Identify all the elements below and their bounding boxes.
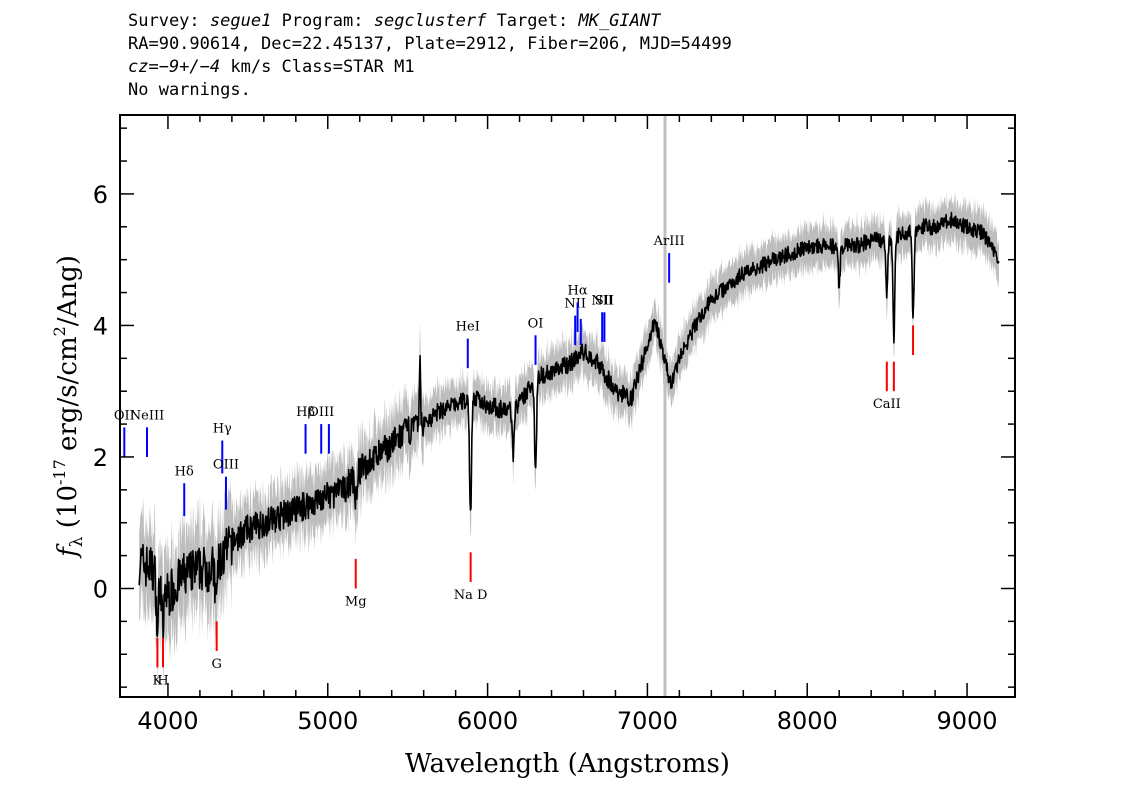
y-tick-label: 4 xyxy=(93,312,108,340)
absorption-line-label: Na D xyxy=(454,588,488,603)
emission-line-label: HeI xyxy=(456,320,480,335)
error-band-area xyxy=(139,190,999,697)
program-label: Program: xyxy=(281,11,364,31)
emission-line-label: Hγ xyxy=(213,422,232,437)
header-line-redshift: cz=−9+/−4 km/s Class=STAR M1 xyxy=(128,56,732,79)
y-tick-label: 2 xyxy=(93,444,108,472)
axes: 4000 5000 6000 7000 8000 9000 0 2 4 6 xyxy=(93,114,1016,735)
emission-line-label: NeIII xyxy=(130,408,164,423)
emission-line-label: ArIII xyxy=(653,234,685,249)
flux-series xyxy=(138,211,1000,646)
error-band xyxy=(139,190,999,697)
x-tick-label: 5000 xyxy=(297,707,358,735)
x-tick-label: 6000 xyxy=(457,707,518,735)
emission-line-label: OIII xyxy=(213,458,239,473)
emission-line-label: SII xyxy=(595,293,614,308)
emission-line-label: OIII xyxy=(308,405,334,420)
y-axis-title: fλ (10-17 erg/s/cm2/Ang) xyxy=(50,255,87,559)
absorption-line-label: H xyxy=(157,673,168,688)
emission-line-label: OI xyxy=(528,316,544,331)
cz-value: cz=−9+/−4 xyxy=(128,57,221,77)
survey-label: Survey: xyxy=(128,11,200,31)
target-value: MK_GIANT xyxy=(578,11,661,31)
header-line-coordinates: RA=90.90614, Dec=22.45137, Plate=2912, F… xyxy=(128,34,732,54)
emission-line-label: Hδ xyxy=(175,464,194,479)
y-tick-label: 0 xyxy=(93,575,108,603)
program-value: segclusterf xyxy=(373,11,487,31)
x-tick-label: 9000 xyxy=(937,707,998,735)
emission-line-label: NII xyxy=(564,297,586,312)
absorption-line-label: G xyxy=(211,657,221,672)
emission-line-label: Hβ xyxy=(296,405,315,420)
x-tick-label: 8000 xyxy=(777,707,838,735)
absorption-line-label: K xyxy=(153,673,163,688)
target-label: Target: xyxy=(496,11,569,31)
survey-value: segue1 xyxy=(209,11,272,31)
absorption-line-label: Mg xyxy=(345,594,367,609)
y-tick-label: 6 xyxy=(93,181,108,209)
emission-line-label: Hα xyxy=(568,283,588,298)
x-tick-label: 7000 xyxy=(617,707,678,735)
flux-line xyxy=(138,211,1000,646)
absorption-line-label: CaII xyxy=(873,397,901,412)
plot-frame xyxy=(119,114,1016,698)
class-text: km/s Class=STAR M1 xyxy=(220,57,415,77)
x-axis-title: Wavelength (Angstroms) xyxy=(405,749,730,779)
x-tick-label: 4000 xyxy=(137,707,198,735)
header-line-warnings: No warnings. xyxy=(128,80,251,100)
header-line-survey: Survey: segue1 Program: segclusterf Targ… xyxy=(128,10,732,33)
spectrum-header: Survey: segue1 Program: segclusterf Targ… xyxy=(128,10,732,102)
emission-line-label: NII xyxy=(591,293,613,308)
